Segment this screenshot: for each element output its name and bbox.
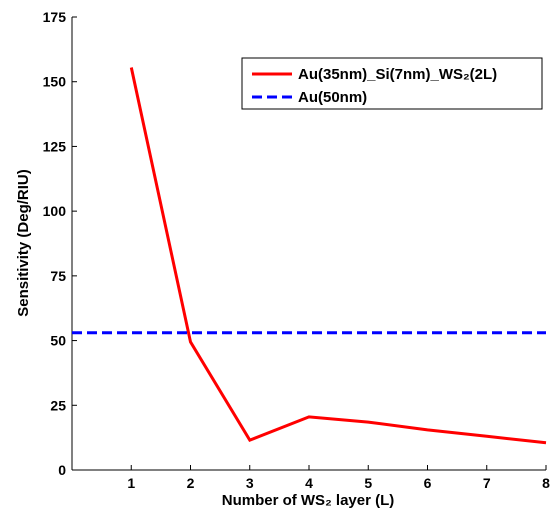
series-line-0 (129, 67, 547, 445)
x-tick-label: 4 (305, 475, 313, 491)
x-tick-label: 7 (483, 475, 491, 491)
series-layer (72, 67, 547, 445)
x-tick-label: 3 (246, 475, 254, 491)
y-tick-label: 150 (43, 74, 67, 90)
y-ticks: 0 25 50 75 100 125 150 175 (43, 9, 77, 478)
y-tick-label: 175 (43, 9, 67, 25)
x-ticks: 1 2 3 4 5 6 7 8 (127, 465, 550, 491)
y-tick-label: 50 (50, 333, 66, 349)
x-tick-label: 6 (424, 475, 432, 491)
y-tick-label: 25 (50, 397, 66, 413)
y-tick-label: 0 (58, 462, 66, 478)
x-tick-label: 8 (542, 475, 550, 491)
x-tick-label: 2 (187, 475, 195, 491)
x-axis-label: Number of WS₂ layer (L) (222, 492, 395, 509)
y-tick-label: 100 (43, 203, 67, 219)
legend-label-au-50nm: Au(50nm) (298, 89, 367, 106)
legend-label-au-si-ws2: Au(35nm)_Si(7nm)_WS₂(2L) (298, 66, 497, 83)
legend-box (241, 57, 543, 110)
legend: Au(35nm)_Si(7nm)_WS₂(2L) Au(50nm) (241, 57, 543, 110)
x-tick-label: 1 (127, 475, 135, 491)
y-axis-label: Sensitivity (Deg/RIU) (15, 169, 32, 317)
x-tick-label: 5 (364, 475, 372, 491)
y-tick-label: 75 (50, 268, 66, 284)
y-tick-label: 125 (43, 138, 67, 154)
